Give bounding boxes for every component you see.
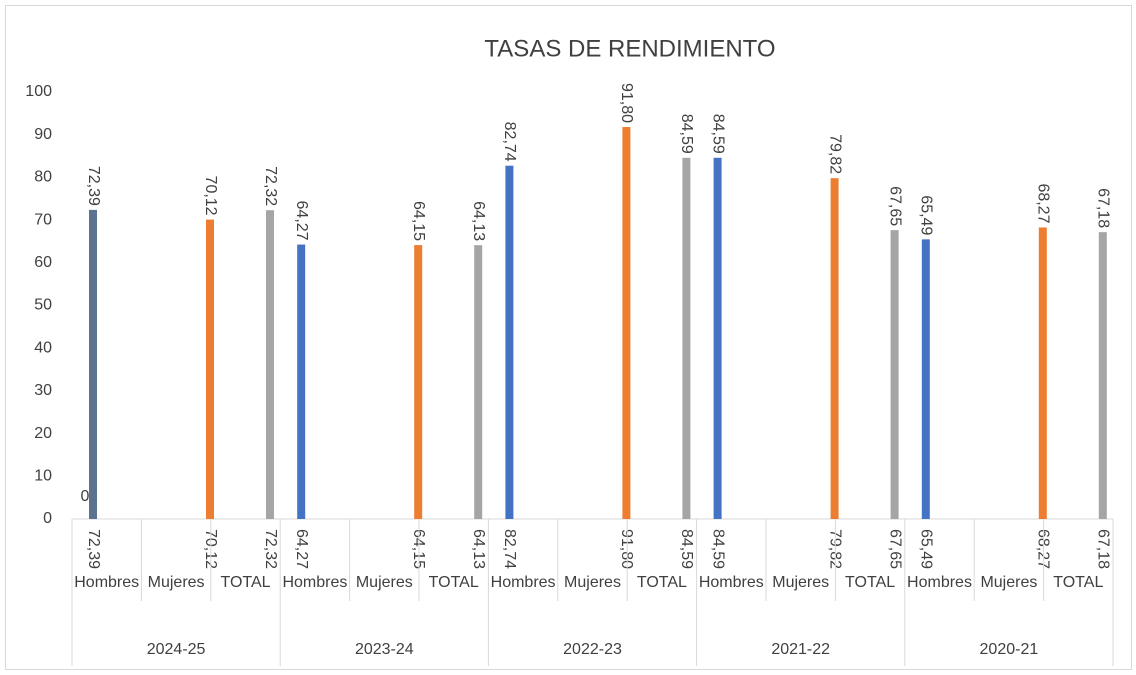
y-tick-label: 80 <box>34 169 52 186</box>
x-group-label: 2021-22 <box>771 641 830 658</box>
x-sublabel: Hombres <box>74 574 139 591</box>
y-tick-label: 50 <box>34 297 52 314</box>
y-tick-label: 60 <box>34 254 52 271</box>
x-sublabel: Hombres <box>282 574 347 591</box>
data-label: 64,27 <box>293 201 310 241</box>
chart-title: TASAS DE RENDIMIENTO <box>484 35 775 62</box>
x-group-label: 2024-25 <box>147 641 206 658</box>
bar <box>622 127 631 519</box>
data-label: 72,32 <box>262 166 279 206</box>
y-tick-label: 30 <box>34 382 52 399</box>
y-tick-label: 0 <box>43 510 52 527</box>
data-label: 82,74 <box>501 122 518 162</box>
x-tick-label: 67,18 <box>1095 529 1112 569</box>
x-tick-label: 68,27 <box>1035 529 1052 569</box>
x-tick-label: 64,13 <box>470 529 487 569</box>
x-tick-label: 91,80 <box>618 529 635 569</box>
y-tick-label: 20 <box>34 425 52 442</box>
x-sublabel: TOTAL <box>845 574 895 591</box>
bar <box>266 210 274 519</box>
y-tick-label: 40 <box>34 339 52 356</box>
x-sublabel: Mujeres <box>564 574 621 591</box>
data-label: 79,82 <box>826 134 843 174</box>
bar <box>890 230 899 519</box>
bar <box>505 165 514 519</box>
x-sublabel: TOTAL <box>637 574 687 591</box>
x-sublabel: TOTAL <box>220 574 270 591</box>
annotation: 0 <box>81 488 90 505</box>
bar <box>682 157 691 519</box>
x-group-label: 2022-23 <box>563 641 622 658</box>
x-sublabel: Hombres <box>907 574 972 591</box>
x-tick-label: 84,59 <box>678 529 695 569</box>
x-tick-label: 67,65 <box>886 529 903 569</box>
x-tick-label: 72,32 <box>262 529 279 569</box>
data-label: 84,59 <box>678 114 695 154</box>
bar <box>830 178 839 520</box>
data-label: 67,18 <box>1095 188 1112 228</box>
bar <box>713 157 722 519</box>
data-label: 68,27 <box>1035 183 1052 223</box>
x-tick-label: 65,49 <box>918 529 935 569</box>
x-sublabel: Hombres <box>699 574 764 591</box>
x-sublabel: TOTAL <box>429 574 479 591</box>
x-tick-label: 84,59 <box>709 529 726 569</box>
data-label: 64,15 <box>410 201 427 241</box>
x-sublabel: TOTAL <box>1053 574 1103 591</box>
x-tick-label: 64,15 <box>410 529 427 569</box>
bar <box>1098 232 1107 519</box>
x-tick-label: 79,82 <box>826 529 843 569</box>
bar <box>297 244 306 520</box>
chart-border <box>5 5 1132 670</box>
x-sublabel: Mujeres <box>356 574 413 591</box>
x-tick-label: 82,74 <box>501 529 518 569</box>
bar <box>1038 227 1047 519</box>
data-label: 67,65 <box>886 186 903 226</box>
data-label: 64,13 <box>470 201 487 241</box>
bar <box>206 219 214 520</box>
x-sublabel: Mujeres <box>772 574 829 591</box>
bar <box>414 245 423 519</box>
data-label: 72,39 <box>85 166 102 206</box>
y-tick-label: 100 <box>25 83 52 100</box>
data-label: 65,49 <box>918 195 935 235</box>
y-tick-label: 70 <box>34 211 52 228</box>
y-tick-label: 10 <box>34 468 52 485</box>
x-tick-label: 70,12 <box>202 529 219 569</box>
x-sublabel: Hombres <box>491 574 556 591</box>
x-group-label: 2020-21 <box>980 641 1039 658</box>
y-tick-label: 90 <box>34 126 52 143</box>
bar <box>89 209 97 519</box>
data-label: 70,12 <box>202 176 219 216</box>
x-group-label: 2023-24 <box>355 641 414 658</box>
x-tick-label: 72,39 <box>85 529 102 569</box>
bar <box>921 239 930 519</box>
bar <box>474 245 483 519</box>
x-sublabel: Mujeres <box>980 574 1037 591</box>
data-label: 91,80 <box>618 83 635 123</box>
x-sublabel: Mujeres <box>148 574 205 591</box>
data-label: 84,59 <box>709 114 726 154</box>
x-tick-label: 64,27 <box>293 529 310 569</box>
